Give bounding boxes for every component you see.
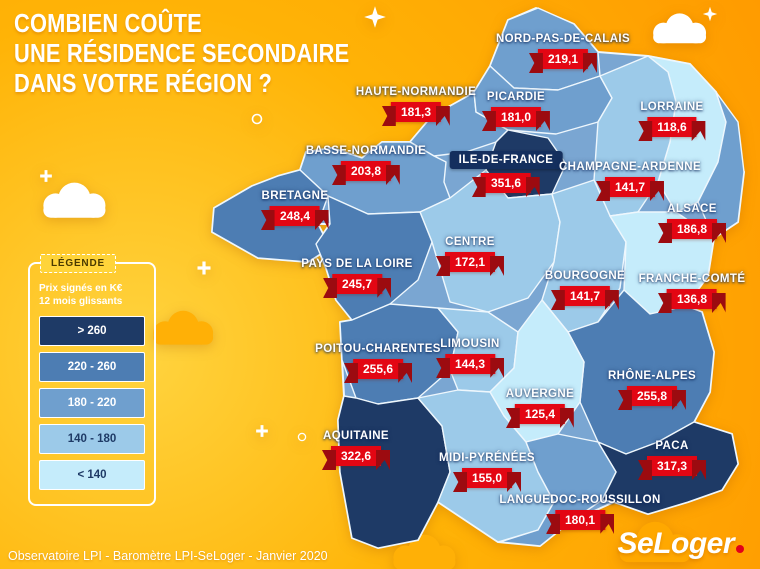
legend-classes: > 260 220 - 260 180 - 220 140 - 180 < 140 [39, 316, 145, 490]
legend-class-3: 140 - 180 [39, 424, 145, 454]
legend-header: LÉGENDE [40, 254, 116, 273]
ring-icon [251, 113, 263, 125]
region-shape-languedoc-roussillon [499, 433, 617, 547]
region-shape-champagne-ardenne [593, 55, 677, 217]
plus-icon [40, 170, 52, 182]
cloud-icon [653, 13, 707, 44]
sparkle-icon [364, 6, 386, 28]
seloger-logo: SeLoger [617, 527, 744, 561]
region-shape-rhone-alpes [567, 289, 715, 455]
decorations-layer [40, 6, 718, 569]
region-shape-nord-pas-de-calais [489, 7, 601, 91]
legend-subtitle-line-1: Prix signés en K€ [39, 283, 123, 294]
title-line-3: DANS VOTRE RÉGION ? [14, 68, 273, 99]
page-title: COMBIEN COÛTE UNE RÉSIDENCE SECONDAIRE D… [14, 8, 349, 98]
cloud-icon [153, 310, 214, 345]
seloger-logo-dot-icon [736, 545, 744, 553]
legend-subtitle-line-2: 12 mois glissants [39, 296, 123, 307]
legend-class-4: < 140 [39, 460, 145, 490]
legend-class-0: > 260 [39, 316, 145, 346]
legend-class-1: 220 - 260 [39, 352, 145, 382]
source-credit: Observatoire LPI - Baromètre LPI-SeLoger… [8, 549, 328, 563]
seloger-logo-text: SeLoger [617, 527, 734, 560]
legend-class-2: 180 - 220 [39, 388, 145, 418]
cloud-icon [43, 182, 106, 218]
region-shapes-layer [211, 7, 745, 549]
legend-box: LÉGENDE Prix signés en K€ 12 mois glissa… [28, 254, 156, 506]
cloud-icon [393, 534, 456, 569]
sparkle-icon [702, 6, 718, 22]
title-line-2: UNE RÉSIDENCE SECONDAIRE [14, 38, 350, 69]
plus-icon [197, 261, 211, 275]
region-shape-aquitaine [337, 395, 451, 549]
legend-subtitle: Prix signés en K€ 12 mois glissants [39, 282, 145, 308]
region-shape-bretagne [211, 169, 331, 263]
plus-icon [256, 425, 268, 437]
title-line-1: COMBIEN COÛTE [14, 8, 202, 38]
ring-icon [297, 432, 307, 442]
cloud-icon [619, 521, 691, 563]
